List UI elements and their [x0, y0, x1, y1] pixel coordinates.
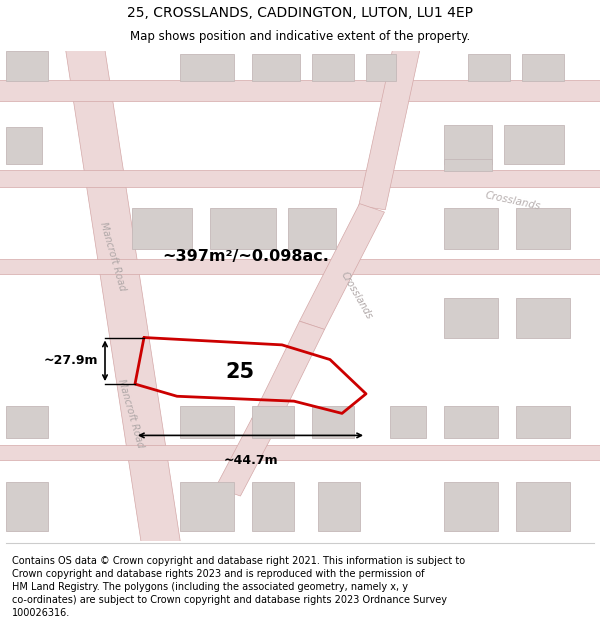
Polygon shape	[444, 482, 498, 531]
Polygon shape	[468, 54, 510, 81]
Polygon shape	[252, 54, 300, 81]
Polygon shape	[215, 419, 277, 496]
Text: co-ordinates) are subject to Crown copyright and database rights 2023 Ordnance S: co-ordinates) are subject to Crown copyr…	[12, 595, 447, 605]
Polygon shape	[312, 406, 354, 438]
Polygon shape	[516, 298, 570, 338]
Polygon shape	[0, 445, 600, 461]
Text: ~44.7m: ~44.7m	[223, 454, 278, 467]
Polygon shape	[299, 204, 385, 329]
Text: Crosslands: Crosslands	[484, 190, 542, 211]
Text: Mancroft Road: Mancroft Road	[116, 378, 145, 449]
Polygon shape	[252, 482, 294, 531]
Polygon shape	[0, 169, 600, 187]
Polygon shape	[516, 406, 570, 438]
Text: Mancroft Road: Mancroft Road	[98, 221, 127, 292]
Polygon shape	[210, 208, 276, 249]
Polygon shape	[516, 208, 570, 249]
Polygon shape	[6, 406, 48, 438]
Text: HM Land Registry. The polygons (including the associated geometry, namely x, y: HM Land Registry. The polygons (includin…	[12, 582, 408, 592]
Text: ~397m²/~0.098ac.: ~397m²/~0.098ac.	[162, 249, 329, 264]
Polygon shape	[251, 321, 325, 428]
Polygon shape	[180, 406, 234, 438]
Polygon shape	[444, 124, 492, 164]
Text: 25: 25	[226, 362, 254, 382]
Text: Map shows position and indicative extent of the property.: Map shows position and indicative extent…	[130, 31, 470, 43]
Polygon shape	[180, 54, 234, 81]
Polygon shape	[6, 51, 48, 81]
Polygon shape	[444, 159, 492, 171]
Polygon shape	[6, 482, 48, 531]
Text: Contains OS data © Crown copyright and database right 2021. This information is : Contains OS data © Crown copyright and d…	[12, 556, 465, 566]
Polygon shape	[0, 259, 600, 274]
Polygon shape	[444, 298, 498, 338]
Polygon shape	[390, 406, 426, 438]
Polygon shape	[366, 54, 396, 81]
Polygon shape	[444, 208, 498, 249]
Polygon shape	[65, 39, 181, 552]
Polygon shape	[132, 208, 192, 249]
Text: Crown copyright and database rights 2023 and is reproduced with the permission o: Crown copyright and database rights 2023…	[12, 569, 425, 579]
Text: ~27.9m: ~27.9m	[43, 354, 98, 367]
Polygon shape	[288, 208, 336, 249]
Text: 100026316.: 100026316.	[12, 608, 70, 618]
Polygon shape	[312, 54, 354, 81]
Polygon shape	[318, 482, 360, 531]
Polygon shape	[252, 406, 294, 438]
Polygon shape	[359, 39, 421, 210]
Text: 25, CROSSLANDS, CADDINGTON, LUTON, LU1 4EP: 25, CROSSLANDS, CADDINGTON, LUTON, LU1 4…	[127, 6, 473, 20]
Polygon shape	[0, 80, 600, 101]
Polygon shape	[180, 482, 234, 531]
Polygon shape	[444, 406, 498, 438]
Polygon shape	[6, 127, 42, 164]
Polygon shape	[504, 124, 564, 164]
Text: Crosslands: Crosslands	[340, 271, 374, 321]
Polygon shape	[516, 482, 570, 531]
Polygon shape	[522, 54, 564, 81]
